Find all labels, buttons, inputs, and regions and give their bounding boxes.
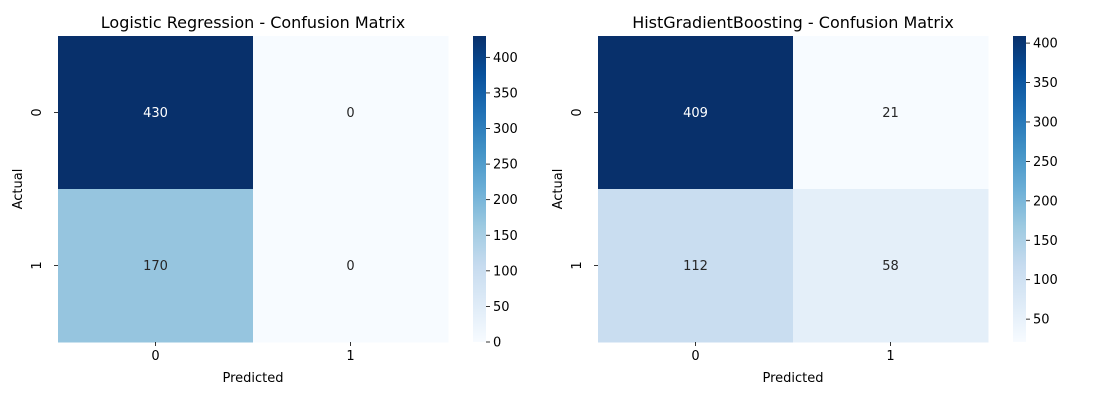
x-tick-label: 0: [691, 349, 699, 364]
colorbar-tick-label: 350: [493, 86, 518, 101]
colorbar-tick-label: 300: [1033, 115, 1058, 130]
heatmap-cell: [253, 36, 449, 190]
colorbar-tick-label: 200: [493, 193, 518, 208]
colorbar: [1013, 36, 1026, 342]
colorbar-tick-label: 300: [493, 122, 518, 137]
colorbar-tick-label: 100: [1033, 273, 1058, 288]
colorbar-tick-label: 250: [1033, 155, 1058, 170]
cell-annotation: 0: [346, 259, 354, 274]
y-tick-label: 1: [30, 261, 45, 269]
chart-title: HistGradientBoosting - Confusion Matrix: [632, 13, 954, 32]
heatmap-cell: [793, 36, 989, 190]
y-tick-label: 0: [570, 108, 585, 116]
colorbar-tick-label: 350: [1033, 76, 1058, 91]
cell-annotation: 0: [346, 106, 354, 121]
chart-title: Logistic Regression - Confusion Matrix: [101, 13, 405, 32]
y-axis-label: Actual: [11, 169, 26, 210]
y-tick-label: 0: [30, 108, 45, 116]
cell-annotation: 170: [143, 259, 168, 274]
heatmap-cell: [58, 36, 254, 190]
colorbar-tick-label: 400: [493, 51, 518, 66]
heatmap-cell: [58, 189, 254, 343]
x-tick-label: 1: [886, 349, 894, 364]
y-axis-label: Actual: [551, 169, 566, 210]
heatmap-cell: [253, 189, 449, 343]
colorbar-tick-label: 400: [1033, 37, 1058, 52]
x-axis-label: Predicted: [222, 371, 283, 386]
heatmap-panel-1: Logistic Regression - Confusion Matrix 43…: [11, 13, 518, 386]
cell-annotation: 21: [882, 106, 899, 121]
cell-annotation: 409: [683, 106, 708, 121]
colorbar-tick-label: 0: [493, 336, 501, 351]
colorbar-tick-label: 250: [493, 158, 518, 173]
heatmap-panel-2: HistGradientBoosting - Confusion Matrix 4…: [551, 13, 1058, 386]
colorbar-tick-label: 50: [1033, 313, 1050, 328]
cell-annotation: 430: [143, 106, 168, 121]
cell-annotation: 112: [683, 259, 708, 274]
colorbar-tick-label: 150: [493, 229, 518, 244]
x-tick-label: 0: [151, 349, 159, 364]
colorbar-tick-label: 100: [493, 264, 518, 279]
heatmap-cell: [598, 189, 794, 343]
x-tick-label: 1: [346, 349, 354, 364]
heatmap-cell: [598, 36, 794, 190]
x-axis-label: Predicted: [762, 371, 823, 386]
colorbar-tick-label: 50: [493, 300, 510, 315]
y-tick-label: 1: [570, 261, 585, 269]
colorbar-tick-label: 200: [1033, 194, 1058, 209]
colorbar-tick-label: 150: [1033, 234, 1058, 249]
colorbar: [473, 36, 486, 342]
heatmap-cell: [793, 189, 989, 343]
cell-annotation: 58: [882, 259, 899, 274]
